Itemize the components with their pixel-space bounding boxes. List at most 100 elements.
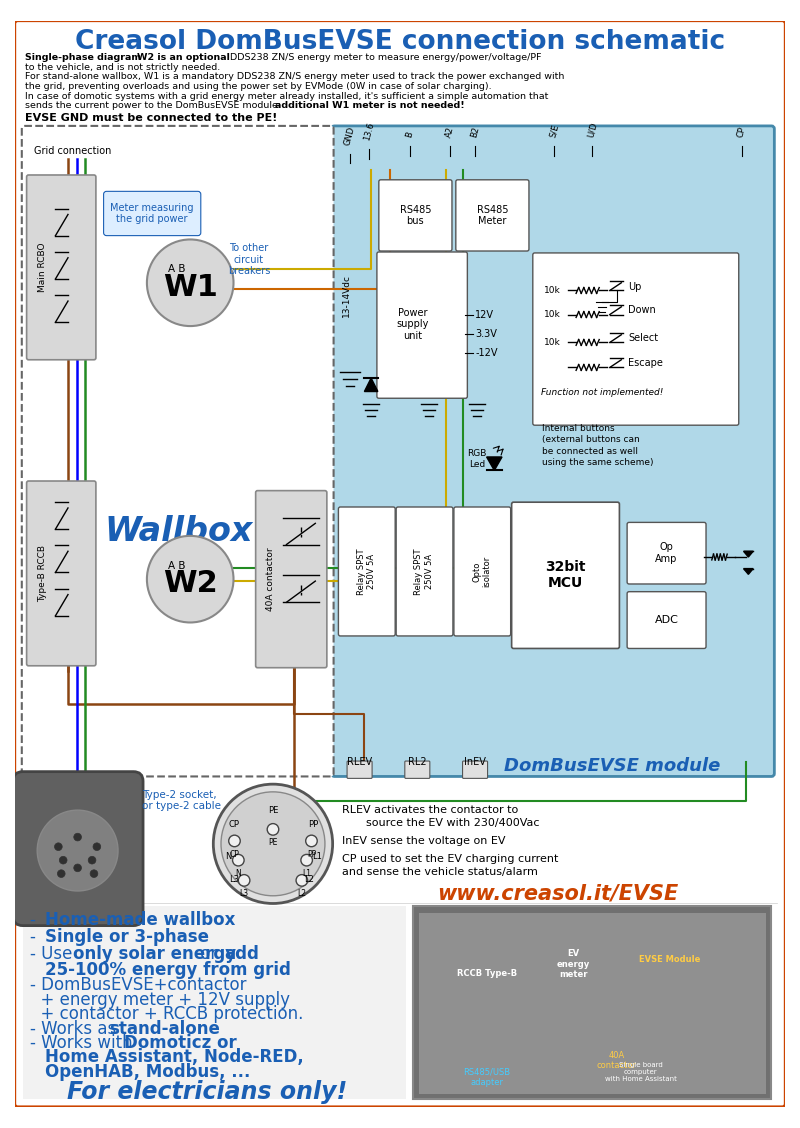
Text: Up: Up: [628, 282, 642, 292]
Text: -: -: [30, 910, 42, 928]
Text: be connected as well: be connected as well: [542, 447, 638, 456]
Text: (external buttons can: (external buttons can: [542, 435, 640, 444]
Text: RL2: RL2: [408, 757, 426, 767]
Text: Main RCBO: Main RCBO: [38, 243, 47, 292]
Text: W2: W2: [163, 570, 218, 599]
FancyBboxPatch shape: [26, 175, 96, 360]
Circle shape: [233, 854, 244, 866]
Text: Select: Select: [628, 333, 658, 343]
FancyBboxPatch shape: [627, 592, 706, 649]
Text: PP: PP: [308, 820, 318, 829]
Text: DDS238 ZN/S energy meter to measure energy/power/voltage/PF: DDS238 ZN/S energy meter to measure ener…: [226, 53, 542, 62]
Text: add: add: [224, 945, 258, 963]
Text: Domoticz or: Domoticz or: [123, 1034, 236, 1052]
Text: 32bit
MCU: 32bit MCU: [546, 561, 586, 590]
Text: U/D: U/D: [586, 121, 599, 139]
Text: 13-14Vdc: 13-14Vdc: [342, 274, 350, 317]
Text: RGB
Led: RGB Led: [467, 449, 486, 468]
Circle shape: [93, 843, 101, 851]
Text: L1: L1: [302, 870, 311, 879]
Polygon shape: [743, 569, 753, 574]
Text: + energy meter + 12V supply: + energy meter + 12V supply: [30, 990, 290, 1008]
Text: PP: PP: [307, 849, 316, 858]
Polygon shape: [364, 378, 378, 391]
Text: 40A
contactor: 40A contactor: [597, 1050, 637, 1070]
Text: only solar energy: only solar energy: [74, 945, 237, 963]
FancyBboxPatch shape: [454, 506, 510, 636]
Polygon shape: [743, 552, 753, 557]
Text: GND: GND: [343, 125, 357, 147]
Text: Down: Down: [628, 305, 656, 315]
Circle shape: [221, 792, 325, 896]
Text: - Use: - Use: [30, 945, 78, 963]
Text: - Works with: - Works with: [30, 1034, 138, 1052]
FancyBboxPatch shape: [338, 506, 395, 636]
Text: to the vehicle, and is not strictly needed.: to the vehicle, and is not strictly need…: [25, 63, 220, 72]
Text: Type-B RCCB: Type-B RCCB: [38, 545, 47, 602]
FancyBboxPatch shape: [377, 252, 467, 398]
FancyBboxPatch shape: [456, 179, 529, 252]
Text: 10k: 10k: [544, 338, 561, 347]
Text: Creasol DomBusEVSE connection schematic: Creasol DomBusEVSE connection schematic: [75, 29, 725, 55]
Text: N: N: [226, 852, 232, 861]
Text: Type-2 socket,
or type-2 cable: Type-2 socket, or type-2 cable: [142, 790, 221, 811]
Text: S/E: S/E: [548, 123, 560, 139]
Text: CP: CP: [736, 125, 747, 139]
Circle shape: [90, 870, 98, 878]
Text: - Works as: - Works as: [30, 1020, 122, 1038]
Text: Single or 3-phase: Single or 3-phase: [45, 928, 209, 946]
FancyBboxPatch shape: [462, 761, 487, 778]
Text: 40A contactor: 40A contactor: [266, 547, 274, 611]
Text: RS485
Meter: RS485 Meter: [477, 204, 508, 227]
Circle shape: [58, 870, 65, 878]
Text: PE: PE: [268, 805, 278, 814]
Text: + contactor + RCCB protection.: + contactor + RCCB protection.: [30, 1005, 304, 1023]
Text: RLEV activates the contactor to: RLEV activates the contactor to: [342, 805, 518, 816]
Text: InEV sense the voltage on EV: InEV sense the voltage on EV: [342, 836, 506, 846]
Text: L3: L3: [239, 889, 249, 898]
Text: 10k: 10k: [544, 287, 561, 294]
Text: Relay SPST
250V 5A: Relay SPST 250V 5A: [357, 548, 376, 594]
Text: RS485
bus: RS485 bus: [400, 204, 431, 227]
Text: Single-phase diagram: Single-phase diagram: [25, 53, 141, 62]
FancyBboxPatch shape: [103, 192, 201, 236]
Text: L3: L3: [230, 875, 239, 884]
Text: A B: A B: [168, 264, 186, 274]
Bar: [419, 913, 766, 1094]
Text: RCCB Type-B: RCCB Type-B: [457, 969, 517, 978]
Circle shape: [267, 823, 278, 835]
Text: W1: W1: [162, 273, 218, 302]
Text: 10k: 10k: [544, 310, 561, 319]
Text: 13.6: 13.6: [362, 121, 376, 141]
Text: B2: B2: [470, 125, 481, 139]
Bar: [22, 907, 406, 1099]
Circle shape: [147, 536, 234, 623]
Circle shape: [147, 239, 234, 326]
Circle shape: [88, 856, 96, 864]
FancyBboxPatch shape: [533, 253, 738, 425]
FancyBboxPatch shape: [13, 772, 143, 926]
Text: L2: L2: [298, 889, 306, 898]
Circle shape: [301, 854, 313, 866]
Text: stand-alone: stand-alone: [110, 1020, 220, 1038]
Text: Grid connection: Grid connection: [34, 146, 112, 156]
Text: N: N: [235, 870, 242, 879]
Text: Meter measuring
the grid power: Meter measuring the grid power: [110, 203, 194, 224]
Circle shape: [238, 874, 250, 887]
Text: Power
supply
unit: Power supply unit: [396, 308, 429, 341]
Text: W2 is an optional: W2 is an optional: [138, 53, 230, 62]
Text: L1: L1: [312, 852, 322, 861]
Circle shape: [296, 874, 308, 887]
Text: -12V: -12V: [475, 349, 498, 358]
Text: In case of domotic systems with a grid energy meter already installed, it's suff: In case of domotic systems with a grid e…: [25, 91, 548, 100]
Text: Relay SPST
250V 5A: Relay SPST 250V 5A: [414, 548, 434, 594]
Text: Home Assistant, Node-RED,: Home Assistant, Node-RED,: [45, 1048, 303, 1066]
Text: InEV: InEV: [464, 757, 486, 767]
Text: CP: CP: [229, 820, 240, 829]
Text: B: B: [405, 131, 414, 139]
Text: additional W1 meter is not needed!: additional W1 meter is not needed!: [275, 102, 465, 111]
Circle shape: [229, 835, 240, 847]
FancyBboxPatch shape: [26, 481, 96, 666]
Text: or: or: [195, 945, 222, 963]
Text: Op
Amp: Op Amp: [655, 543, 678, 564]
